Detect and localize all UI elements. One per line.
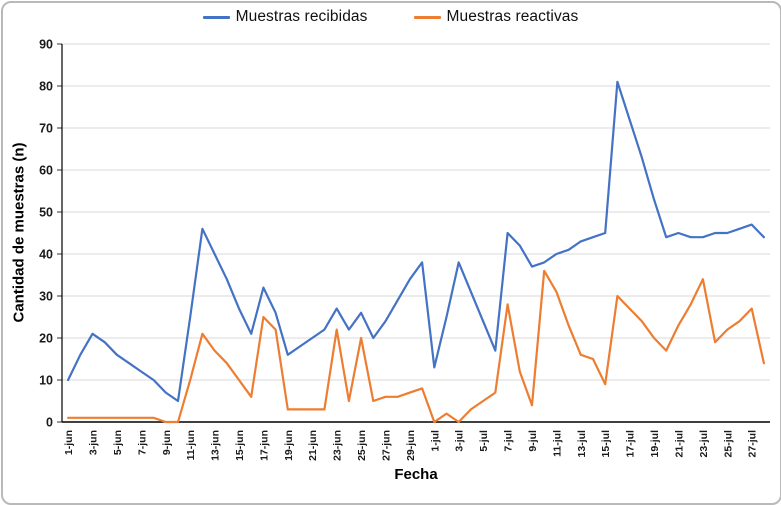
- y-tick-label: 20: [39, 332, 53, 346]
- y-axis-title: Cantidad de muestras (n): [10, 142, 28, 323]
- x-tick-label: 25-jun: [356, 430, 368, 461]
- x-tick-label: 15-jul: [600, 430, 612, 458]
- x-tick-label: 7-jul: [503, 430, 515, 452]
- series-recibidas-line-swatch: [202, 15, 230, 19]
- x-axis-title: Fecha: [394, 466, 438, 483]
- y-tick-label: 90: [39, 38, 53, 52]
- legend-item-recibidas: Muestras recibidas: [202, 8, 368, 26]
- x-tick-label: 27-jun: [380, 430, 392, 461]
- x-tick-label: 21-jun: [307, 430, 319, 461]
- y-tick-label: 80: [39, 80, 53, 94]
- y-tick-label: 40: [39, 248, 53, 262]
- x-tick-label: 11-jul: [551, 430, 563, 457]
- x-tick-label: 21-jul: [673, 430, 685, 458]
- x-tick-label: 15-jun: [234, 430, 246, 461]
- x-tick-label: 9-jun: [161, 430, 173, 455]
- series-line-reactivas: [66, 269, 766, 424]
- series-reactivas-line-swatch: [413, 15, 441, 19]
- x-tick-label: 9-jul: [527, 430, 539, 452]
- legend: Muestras recibidas Muestras reactivas: [0, 8, 781, 26]
- y-tick-label: 50: [39, 206, 53, 220]
- x-tick-label: 19-jul: [649, 430, 661, 458]
- x-tick-label: 23-jul: [698, 430, 710, 458]
- series-line-recibidas: [66, 80, 766, 403]
- x-tick-label: 1-jun: [63, 430, 75, 455]
- legend-item-reactivas: Muestras reactivas: [413, 8, 579, 26]
- y-tick-label: 10: [39, 374, 53, 388]
- x-tick-label: 11-jun: [185, 430, 197, 460]
- x-tick-label: 25-jul: [722, 430, 734, 458]
- x-tick-label: 3-jun: [88, 430, 100, 455]
- x-tick-label: 13-jul: [576, 430, 588, 458]
- x-tick-label: 3-jul: [454, 430, 466, 452]
- y-tick-label: 70: [39, 122, 53, 136]
- x-tick-label: 13-jun: [210, 430, 222, 461]
- x-tick-label: 29-jun: [405, 430, 417, 461]
- y-tick-label: 0: [46, 416, 53, 430]
- x-tick-label: 5-jun: [112, 430, 124, 455]
- y-tick-label: 60: [39, 164, 53, 178]
- legend-label-recibidas: Muestras recibidas: [235, 8, 368, 25]
- x-tick-label: 23-jun: [332, 430, 344, 461]
- y-tick-label: 30: [39, 290, 53, 304]
- legend-label-reactivas: Muestras reactivas: [446, 8, 579, 25]
- x-tick-label: 27-jul: [747, 430, 759, 458]
- x-tick-label: 5-jul: [478, 430, 490, 452]
- x-tick-label: 7-jun: [136, 430, 148, 455]
- x-tick-label: 17-jul: [625, 430, 637, 458]
- x-tick-label: 19-jun: [283, 430, 295, 461]
- x-tick-label: 17-jun: [258, 430, 270, 461]
- x-tick-label: 1-jul: [429, 430, 441, 452]
